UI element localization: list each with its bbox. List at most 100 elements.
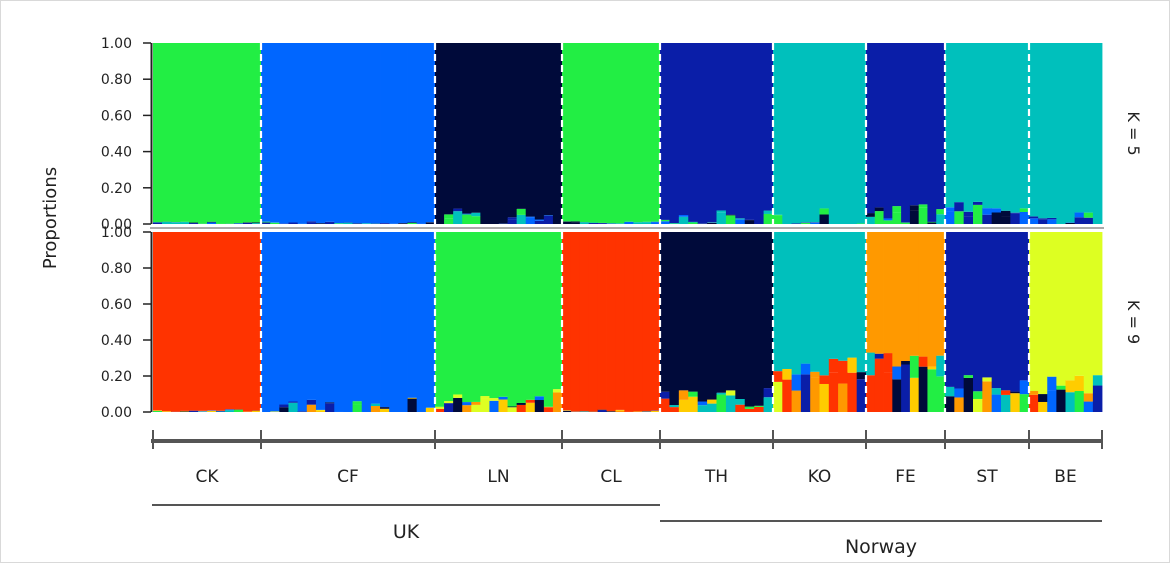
bar-K9-CK-8-seg0 xyxy=(225,410,234,412)
bar-K9-TH-3-seg0 xyxy=(688,397,698,412)
bar-K5-LN-3-seg2 xyxy=(462,43,471,214)
bar-K5-BE-1-seg0 xyxy=(1038,220,1048,224)
bar-K9-BE-5-seg2 xyxy=(1075,232,1085,376)
bar-K5-BE-7-seg2 xyxy=(1093,43,1103,224)
bar-K9-CF-12-seg0 xyxy=(371,406,381,412)
bar-K9-LN-12-seg2 xyxy=(544,232,553,407)
bar-K9-FE-0-seg1 xyxy=(866,353,875,376)
bar-K5-ST-2-seg1 xyxy=(964,212,974,217)
bar-K5-TH-2-seg0 xyxy=(679,217,689,224)
y-tick-label: 0.40 xyxy=(101,333,132,349)
y-tick-label: 0.80 xyxy=(101,72,132,88)
bar-K9-BE-0-seg1 xyxy=(1029,391,1039,395)
bar-K9-ST-3-seg0 xyxy=(973,399,983,412)
bar-K5-CL-1-seg1 xyxy=(571,221,580,222)
bar-K5-LN-11-seg2 xyxy=(535,43,544,220)
bar-K5-FE-1-seg2 xyxy=(875,43,884,207)
bar-K9-TH-6-seg2 xyxy=(717,232,727,393)
bar-K9-KO-2-seg2 xyxy=(792,232,802,374)
bar-K9-LN-0-seg1 xyxy=(435,407,444,409)
bar-K5-LN-3-seg0 xyxy=(462,214,471,224)
bar-K9-KO-4-seg2 xyxy=(810,232,820,372)
bar-K9-CK-8-seg1 xyxy=(225,409,234,410)
bar-K9-CF-2-seg2 xyxy=(279,232,289,405)
bar-K5-BE-0-seg1 xyxy=(1029,216,1039,218)
bar-K9-BE-7-seg2 xyxy=(1093,232,1103,375)
bar-K5-CK-8-seg2 xyxy=(225,43,234,224)
bar-K9-ST-4-seg2 xyxy=(982,232,992,377)
bar-K9-BE-1-seg1 xyxy=(1038,394,1048,402)
bar-K5-TH-7-seg2 xyxy=(726,43,736,215)
bar-K5-TH-3-seg2 xyxy=(688,43,698,222)
bar-K9-FE-2-seg1 xyxy=(884,353,893,373)
bar-K9-KO-0-seg1 xyxy=(773,371,783,382)
bar-K5-CK-10-seg0 xyxy=(243,223,252,224)
bar-K9-BE-3-seg1 xyxy=(1056,386,1066,390)
bar-K9-CL-8-seg2 xyxy=(633,232,642,412)
bar-K9-CF-3-seg2 xyxy=(288,232,298,402)
bar-K9-KO-0-seg2 xyxy=(773,232,783,371)
bar-K5-BE-0-seg2 xyxy=(1029,43,1039,216)
bar-K5-TH-8-seg2 xyxy=(735,43,745,218)
bar-K9-CK-3-seg2 xyxy=(180,232,189,411)
bar-K9-CF-5-seg2 xyxy=(307,232,317,400)
bar-K9-BE-0-seg0 xyxy=(1029,395,1039,412)
bar-K9-TH-0-seg1 xyxy=(660,392,670,399)
bar-K9-TH-7-seg0 xyxy=(726,395,736,412)
bar-K5-BE-5-seg2 xyxy=(1075,43,1085,212)
population-label-ST: ST xyxy=(976,467,998,487)
bar-K5-CK-6-seg0 xyxy=(207,222,216,224)
bar-K9-LN-0-seg2 xyxy=(435,232,444,407)
bar-K5-FE-7-seg1 xyxy=(927,222,936,223)
bar-K9-CF-12-seg2 xyxy=(371,232,381,404)
bar-K9-ST-2-seg0 xyxy=(964,378,974,412)
population-label-TH: TH xyxy=(704,467,728,487)
bar-K5-CF-2-seg2 xyxy=(279,43,289,224)
bar-K9-TH-4-seg2 xyxy=(698,232,708,402)
bar-K9-FE-5-seg0 xyxy=(910,378,919,412)
bar-K9-TH-0-seg2 xyxy=(660,232,670,392)
bar-K9-KO-2-seg1 xyxy=(792,374,802,390)
bar-K5-LN-8-seg1 xyxy=(508,217,517,219)
bar-K5-FE-1-seg1 xyxy=(875,207,884,211)
bar-K9-TH-2-seg0 xyxy=(679,400,689,412)
bar-K9-CK-9-seg2 xyxy=(234,232,243,409)
bar-K9-CF-17-seg2 xyxy=(417,232,427,412)
bar-K5-CL-4-seg2 xyxy=(598,43,607,223)
bar-K5-TH-1-seg0 xyxy=(669,223,679,224)
bar-K9-KO-4-seg1 xyxy=(810,372,820,378)
bar-K5-KO-5-seg0 xyxy=(820,214,830,224)
bar-K5-CK-0-seg0 xyxy=(153,222,162,224)
bar-K9-BE-0-seg2 xyxy=(1029,232,1039,391)
bar-K5-KO-7-seg2 xyxy=(838,43,848,224)
bar-K5-CF-16-seg1 xyxy=(408,222,418,223)
bar-K5-CF-7-seg2 xyxy=(325,43,335,222)
bar-K5-CL-6-seg2 xyxy=(615,43,624,223)
bar-K9-TH-10-seg0 xyxy=(754,407,764,412)
bar-K9-CF-13-seg0 xyxy=(380,409,390,412)
bar-K5-ST-6-seg0 xyxy=(1001,217,1011,224)
bar-K9-LN-1-seg2 xyxy=(444,232,453,401)
bar-K9-CF-1-seg2 xyxy=(270,232,280,411)
bar-K5-CF-12-seg2 xyxy=(371,43,381,224)
bar-K9-LN-4-seg2 xyxy=(471,232,480,402)
bar-K5-FE-0-seg1 xyxy=(866,213,875,217)
bar-K9-CF-14-seg2 xyxy=(389,232,399,412)
bar-K9-CF-10-seg1 xyxy=(353,401,363,404)
bar-K5-TH-2-seg2 xyxy=(679,43,689,215)
bar-K9-ST-4-seg0 xyxy=(982,381,992,412)
bar-K5-KO-2-seg2 xyxy=(792,43,802,223)
bar-K5-FE-6-seg1 xyxy=(919,204,928,207)
bar-K9-KO-5-seg1 xyxy=(820,375,830,384)
bar-K9-FE-4-seg0 xyxy=(901,365,910,413)
y-tick-label: 0.20 xyxy=(101,369,132,385)
bar-K9-LN-8-seg1 xyxy=(508,406,517,407)
bar-K9-TH-6-seg1 xyxy=(717,393,727,395)
bar-K9-CF-0-seg2 xyxy=(261,232,271,412)
bar-K9-LN-7-seg1 xyxy=(499,397,508,400)
bar-K5-CK-10-seg2 xyxy=(243,43,252,222)
bar-K5-KO-6-seg2 xyxy=(829,43,839,224)
region-label-norway: Norway xyxy=(845,536,917,558)
bar-K9-KO-2-seg0 xyxy=(792,391,802,412)
